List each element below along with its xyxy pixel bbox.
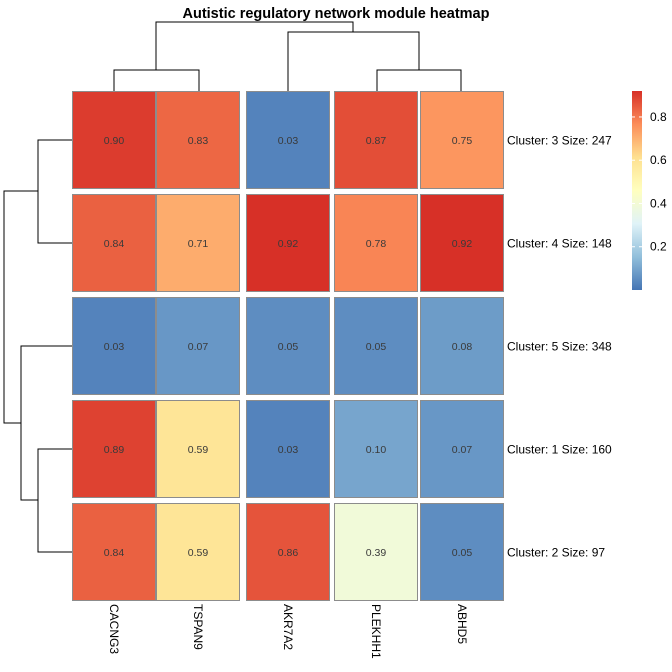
heatmap-cell [72,400,156,498]
cell-value-label: 0.78 [366,238,387,250]
cell-value-label: 0.75 [452,135,473,147]
cell-value-label: 0.03 [104,341,125,353]
heatmap-cell [420,297,504,395]
cell-value-label: 0.89 [104,444,125,456]
cell-value-label: 0.71 [188,238,209,250]
column-dendrogram [113,21,462,91]
cell-value-label: 0.92 [452,238,473,250]
cell-value-label: 0.59 [188,444,209,456]
dendrogram-branch [37,139,72,244]
cell-value-label: 0.07 [188,341,209,353]
heatmap-cell [246,91,330,189]
color-legend: 0.2 0.4 0.6 0.8 [632,91,667,290]
heatmap-cell [334,400,418,498]
row-label: Cluster: 3 Size: 247 [507,134,612,148]
cell-value-label: 0.39 [366,547,387,559]
column-label: AKR7A2 [281,604,295,650]
cell-value-label: 0.84 [104,547,125,559]
cell-value-label: 0.05 [278,341,299,353]
heatmap-cell [334,297,418,395]
heatmap-cell [246,400,330,498]
cell-value-label: 0.08 [452,341,473,353]
heatmap-cell [334,91,418,189]
column-label: CACNG3 [107,604,121,654]
cell-value-label: 0.86 [278,547,299,559]
dendrogram-branch [20,345,72,501]
column-labels: CACNG3 TSPAN9 AKR7A2 PLEKHH1 ABHD5 [107,604,469,659]
cell-value-label: 0.92 [278,238,299,250]
heatmap-cell [156,297,240,395]
column-label: ABHD5 [455,604,469,644]
heatmap-cell [420,91,504,189]
heatmap-cells: 0.90 0.83 0.03 0.87 0.75 0.84 0.71 0.92 0.78 0.92… [72,91,504,601]
heatmap-cell [72,91,156,189]
heatmap-cell [156,91,240,189]
cell-value-label: 0.83 [188,135,209,147]
legend-tick-label: 0.4 [650,196,667,210]
heatmap-cell [156,503,240,601]
row-label: Cluster: 5 Size: 348 [507,340,612,354]
heatmap-cell [246,297,330,395]
row-label: Cluster: 1 Size: 160 [507,443,612,457]
cell-value-label: 0.03 [278,444,299,456]
heatmap-cell [72,194,156,292]
cell-value-label: 0.07 [452,444,473,456]
legend-tick-label: 0.2 [650,240,667,254]
dendrogram-branch [376,69,462,91]
dendrogram-branch [37,448,72,553]
heatmap-cell [156,400,240,498]
heatmap-cell [334,503,418,601]
heatmap-cell [420,400,504,498]
heatmap-cell [420,503,504,601]
heatmap-cell [246,194,330,292]
heatmap-cell [156,194,240,292]
heatmap-cell [246,503,330,601]
cell-value-label: 0.59 [188,547,209,559]
column-label: PLEKHH1 [369,604,383,659]
row-labels: Cluster: 3 Size: 247 Cluster: 4 Size: 148… [507,134,612,560]
dendrogram-branch [3,190,38,424]
column-label: TSPAN9 [191,604,205,650]
legend-color-bar [632,91,642,290]
legend-tick-label: 0.8 [650,110,667,124]
dendrogram-branch [155,21,354,70]
cell-value-label: 0.03 [278,135,299,147]
row-label: Cluster: 2 Size: 97 [507,546,605,560]
cell-value-label: 0.87 [366,135,387,147]
legend-tick-label: 0.6 [650,153,667,167]
dendrogram-branch [113,69,200,91]
row-dendrogram [3,139,72,553]
chart-title: Autistic regulatory network module heatm… [183,6,490,22]
heatmap-cell [334,194,418,292]
cell-value-label: 0.90 [104,135,125,147]
dendrogram-branch [287,31,420,91]
heatmap-cell [420,194,504,292]
cell-value-label: 0.05 [452,547,473,559]
cell-value-label: 0.05 [366,341,387,353]
cell-value-label: 0.84 [104,238,125,250]
row-label: Cluster: 4 Size: 148 [507,237,612,251]
heatmap-cell [72,297,156,395]
heatmap-cell [72,503,156,601]
cell-value-label: 0.10 [366,444,387,456]
